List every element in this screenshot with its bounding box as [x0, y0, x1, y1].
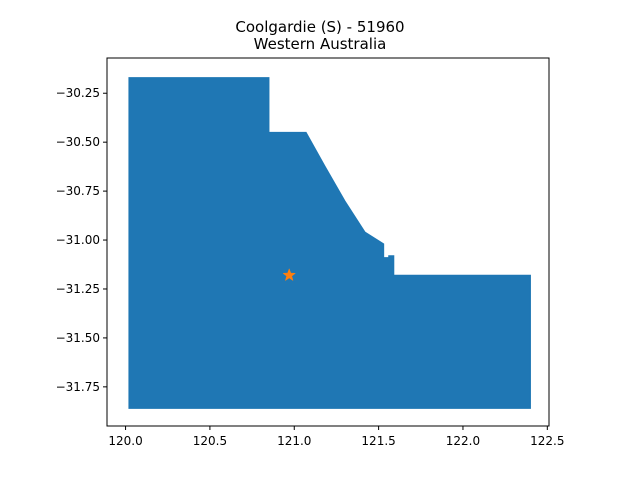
x-tick-label: 120.5: [193, 434, 227, 448]
chart-title-line-2: Western Australia: [254, 35, 387, 53]
y-tick-label: −31.00: [56, 233, 100, 247]
x-tick-label: 122.5: [530, 434, 564, 448]
x-tick-label: 122.0: [446, 434, 480, 448]
plot-area: 120.0 120.5 121.0 121.5 122.0 122.5 −30.25 −30.…: [56, 57, 564, 448]
y-tick-label: −30.75: [56, 184, 100, 198]
x-tick-label: 120.0: [108, 434, 142, 448]
x-tick-label: 121.0: [277, 434, 311, 448]
y-tick-label: −31.25: [56, 282, 100, 296]
region-polygon: [128, 77, 531, 409]
y-tick-label: −31.50: [56, 331, 100, 345]
location-marker-star: [282, 268, 297, 282]
y-tick-label: −30.25: [56, 86, 100, 100]
x-tick-label: 121.5: [361, 434, 395, 448]
y-tick-label: −30.50: [56, 135, 100, 149]
axes-frame: [106, 57, 550, 427]
y-tick-label: −31.75: [56, 380, 100, 394]
chart-title-line-1: Coolgardie (S) - 51960: [235, 18, 404, 36]
